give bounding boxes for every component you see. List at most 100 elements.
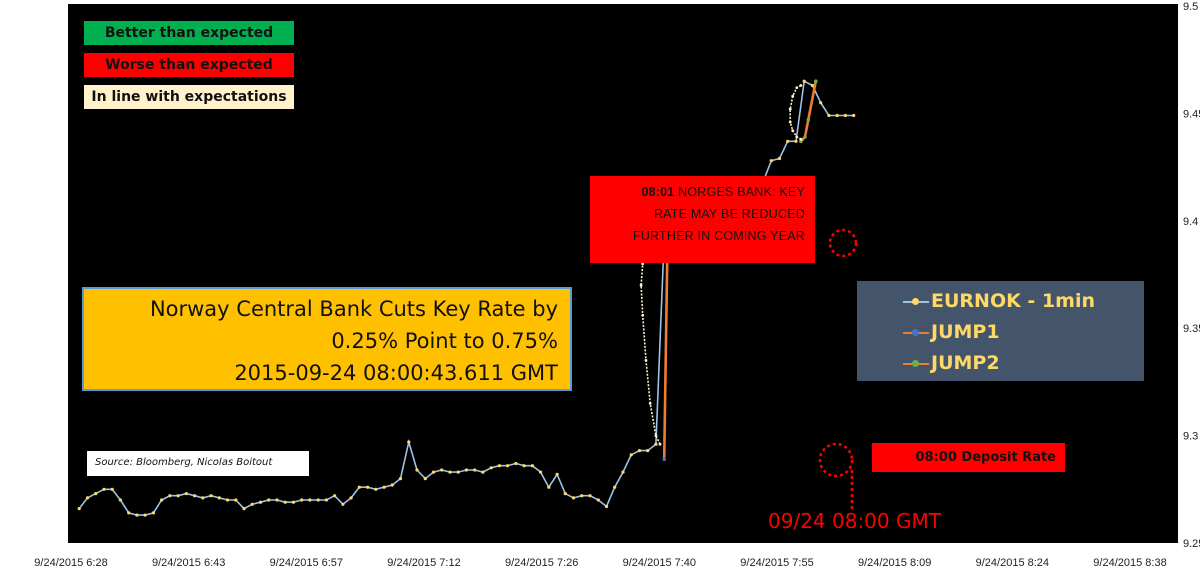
series-0-point [604,504,609,509]
series-0-point [184,492,188,496]
series-3-point [648,402,652,405]
series-0-point [201,496,205,500]
series-0-point [300,498,304,502]
series-0-point [151,511,155,515]
x-tick-label: 9/24/2015 6:57 [270,557,343,569]
series-0-point [143,513,147,517]
series-4-point [795,86,799,89]
series-0-point [415,468,419,472]
series-0-point [843,113,848,118]
series-0-point [794,139,798,143]
series-0-point [440,468,444,472]
series-0-point [530,464,535,468]
headline-box: Norway Central Bank Cuts Key Rate by 0.2… [82,287,572,391]
norges-line-3: FURTHER IN COMING YEAR [632,229,805,243]
series-0-point [209,494,213,498]
x-tick-label: 9/24/2015 7:55 [740,557,813,569]
series-3-point [644,359,648,362]
series-0-point [629,453,633,457]
series-2-point [806,118,811,122]
series-3-point [639,283,643,287]
series-0-point [308,498,312,502]
x-tick-label: 9/24/2015 8:24 [976,557,1049,569]
series-0-point [366,485,370,489]
legend-label-jump1: JUMP1 [931,321,1000,343]
headline-line-2: 0.25% Point to 0.75% [331,329,558,353]
series-0-point [135,513,139,517]
series-0-point [852,113,856,118]
series-0-point [571,496,576,500]
legend-item-jump1: JUMP1 [903,317,1144,348]
series-0-point [193,494,197,498]
series-0-point [94,492,98,496]
series-4-point [799,84,803,87]
series-0-point [176,494,180,498]
norges-line-1: 08:01 NORGES BANK: KEY [590,181,805,203]
series-0-point [613,485,617,489]
series-0-point [258,500,263,504]
series-2 [799,79,818,144]
y-tick-label: 9.35 [1183,323,1200,335]
series-4-point [791,94,795,98]
y-tick-label: 9.5 [1183,1,1198,13]
series-0-point [283,500,287,504]
series-0-point [621,470,625,474]
series-0-point [374,487,378,491]
worse-than-expected-badge: Worse than expected [84,53,294,77]
series-0-point [473,468,477,472]
series-0-point [160,498,164,502]
series-0-point [514,461,518,466]
series-0-point [547,485,551,489]
y-tick-labels: 9.25 9.3 9.35 9.4 9.45 9.5 [1183,1,1200,550]
series-0-point [390,483,394,487]
series-0-point [777,156,782,161]
series-0-point [242,507,246,511]
norges-bank-annotation: 08:01 NORGES BANK: KEY RATE MAY BE REDUC… [590,176,815,263]
series-0-point [646,449,650,453]
x-tick-label: 9/24/2015 8:38 [1093,557,1166,569]
x-tick-label: 9/24/2015 6:28 [34,557,107,569]
series-0-point [522,464,526,468]
headline-line-3: 2015-09-24 08:00:43.611 GMT [234,361,558,385]
series-0-point [324,498,328,502]
series-0-point [225,498,230,502]
series-0-point [127,511,131,515]
series-0-point [423,477,427,481]
series-0-point [654,442,658,446]
series-2-point [799,139,803,144]
series-0-point [110,487,114,491]
series-0-point [398,477,403,481]
series-0-point [580,494,584,498]
x-tick-label: 9/24/2015 7:12 [387,557,460,569]
series-2-point [814,79,818,83]
series-4-point [795,135,799,139]
better-than-expected-badge: Better than expected [84,21,294,45]
series-0-point [291,500,295,504]
series-0-point [448,470,452,474]
series-0-point [827,113,831,118]
series-0-point [555,472,559,476]
series-3-point [641,262,645,266]
legend-marker-eurnok [912,298,919,305]
series-0-point [835,113,839,118]
y-tick-label: 9.45 [1183,108,1200,120]
series-0-point [596,498,600,502]
series-0-point [637,449,642,453]
x-tick-label: 9/24/2015 8:09 [858,557,931,569]
series-0-point [819,101,823,105]
series-0-point [464,468,468,472]
series-3-point [658,442,662,446]
series-line-2 [799,80,818,143]
series-line-3 [640,241,661,445]
legend-marker-jump1 [912,329,919,336]
series-0-point [357,485,361,489]
series-0-point [407,440,411,444]
norges-text-1: NORGES BANK: KEY [674,185,805,199]
series-0-point [102,487,106,491]
series-0-point [506,464,510,468]
series-0-point [333,494,337,498]
series-2-point [803,135,807,139]
x-tick-label: 9/24/2015 6:43 [152,557,225,569]
series-0-point [563,492,567,496]
series-0-point [810,83,815,88]
